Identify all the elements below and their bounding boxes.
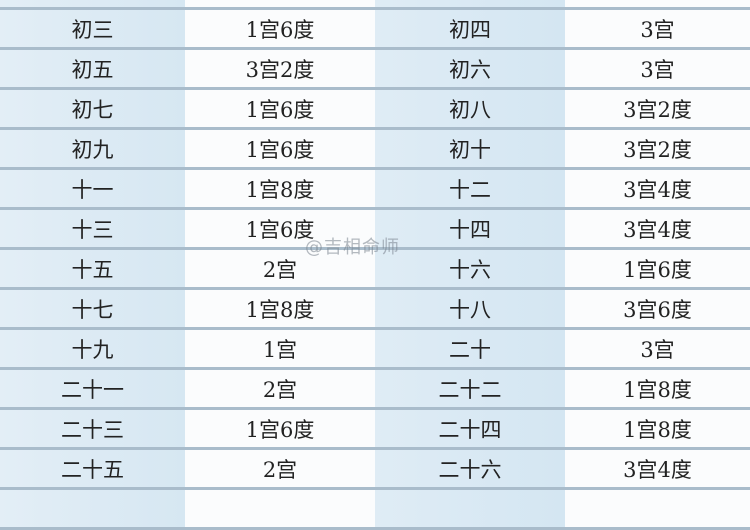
table-row: 十一 1宫8度 十二 3宫4度 [0, 170, 750, 210]
value-cell: 1宫8度 [565, 370, 750, 407]
day-cell: 初七 [0, 90, 185, 127]
value-cell: 3宫4度 [565, 450, 750, 487]
table-row [0, 490, 750, 530]
table-row [0, 0, 750, 10]
day-cell: 十七 [0, 290, 185, 327]
value-cell [185, 490, 375, 527]
value-cell: 1宫6度 [185, 90, 375, 127]
day-cell: 十五 [0, 250, 185, 287]
value-cell: 1宫6度 [185, 130, 375, 167]
day-cell [375, 490, 565, 527]
value-cell: 1宫6度 [185, 10, 375, 47]
table-row: 二十一 2宫 二十二 1宫8度 [0, 370, 750, 410]
value-cell: 1宫 [185, 330, 375, 367]
day-cell: 十八 [375, 290, 565, 327]
value-cell [565, 0, 750, 7]
table-row: 十九 1宫 二十 3宫 [0, 330, 750, 370]
day-cell: 初四 [375, 10, 565, 47]
value-cell: 1宫8度 [185, 290, 375, 327]
day-cell: 初九 [0, 130, 185, 167]
day-cell: 初十 [375, 130, 565, 167]
day-cell: 二十二 [375, 370, 565, 407]
value-cell [185, 0, 375, 7]
value-cell: 1宫8度 [565, 410, 750, 447]
value-cell: 2宫 [185, 250, 375, 287]
table-row: 十三 1宫6度 十四 3宫4度 [0, 210, 750, 250]
table-row: 初五 3宫2度 初六 3宫 [0, 50, 750, 90]
value-cell: 1宫8度 [185, 170, 375, 207]
day-cell: 初八 [375, 90, 565, 127]
day-cell: 二十 [375, 330, 565, 367]
value-cell: 3宫6度 [565, 290, 750, 327]
table-row: 初三 1宫6度 初四 3宫 [0, 10, 750, 50]
day-cell: 二十三 [0, 410, 185, 447]
value-cell: 3宫2度 [565, 130, 750, 167]
day-cell: 十六 [375, 250, 565, 287]
day-cell: 初六 [375, 50, 565, 87]
day-cell [0, 0, 185, 7]
day-cell: 二十六 [375, 450, 565, 487]
value-cell: 1宫6度 [565, 250, 750, 287]
value-cell: 3宫4度 [565, 170, 750, 207]
table-row: 二十三 1宫6度 二十四 1宫8度 [0, 410, 750, 450]
value-cell: 3宫 [565, 10, 750, 47]
value-cell: 2宫 [185, 370, 375, 407]
day-cell: 二十四 [375, 410, 565, 447]
table-row: 二十五 2宫 二十六 3宫4度 [0, 450, 750, 490]
value-cell: 1宫6度 [185, 410, 375, 447]
value-cell: 3宫2度 [565, 90, 750, 127]
value-cell: 3宫 [565, 50, 750, 87]
day-cell [0, 490, 185, 527]
value-cell: 3宫4度 [565, 210, 750, 247]
value-cell: 2宫 [185, 450, 375, 487]
day-cell: 初五 [0, 50, 185, 87]
day-cell: 十一 [0, 170, 185, 207]
table-row: 十五 2宫 十六 1宫6度 [0, 250, 750, 290]
day-cell: 二十一 [0, 370, 185, 407]
day-cell: 初三 [0, 10, 185, 47]
table-row: 初九 1宫6度 初十 3宫2度 [0, 130, 750, 170]
day-cell [375, 0, 565, 7]
day-cell: 十三 [0, 210, 185, 247]
day-cell: 十四 [375, 210, 565, 247]
value-cell: 3宫 [565, 330, 750, 367]
value-cell: 3宫2度 [185, 50, 375, 87]
day-cell: 二十五 [0, 450, 185, 487]
value-cell [565, 490, 750, 527]
day-cell: 十二 [375, 170, 565, 207]
table-row: 初七 1宫6度 初八 3宫2度 [0, 90, 750, 130]
day-cell: 十九 [0, 330, 185, 367]
table-row: 十七 1宫8度 十八 3宫6度 [0, 290, 750, 330]
watermark: @吉相命师 [305, 237, 400, 258]
value-cell: 1宫6度 [185, 210, 375, 247]
